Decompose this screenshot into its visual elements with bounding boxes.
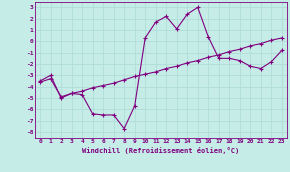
X-axis label: Windchill (Refroidissement éolien,°C): Windchill (Refroidissement éolien,°C) (82, 147, 240, 154)
